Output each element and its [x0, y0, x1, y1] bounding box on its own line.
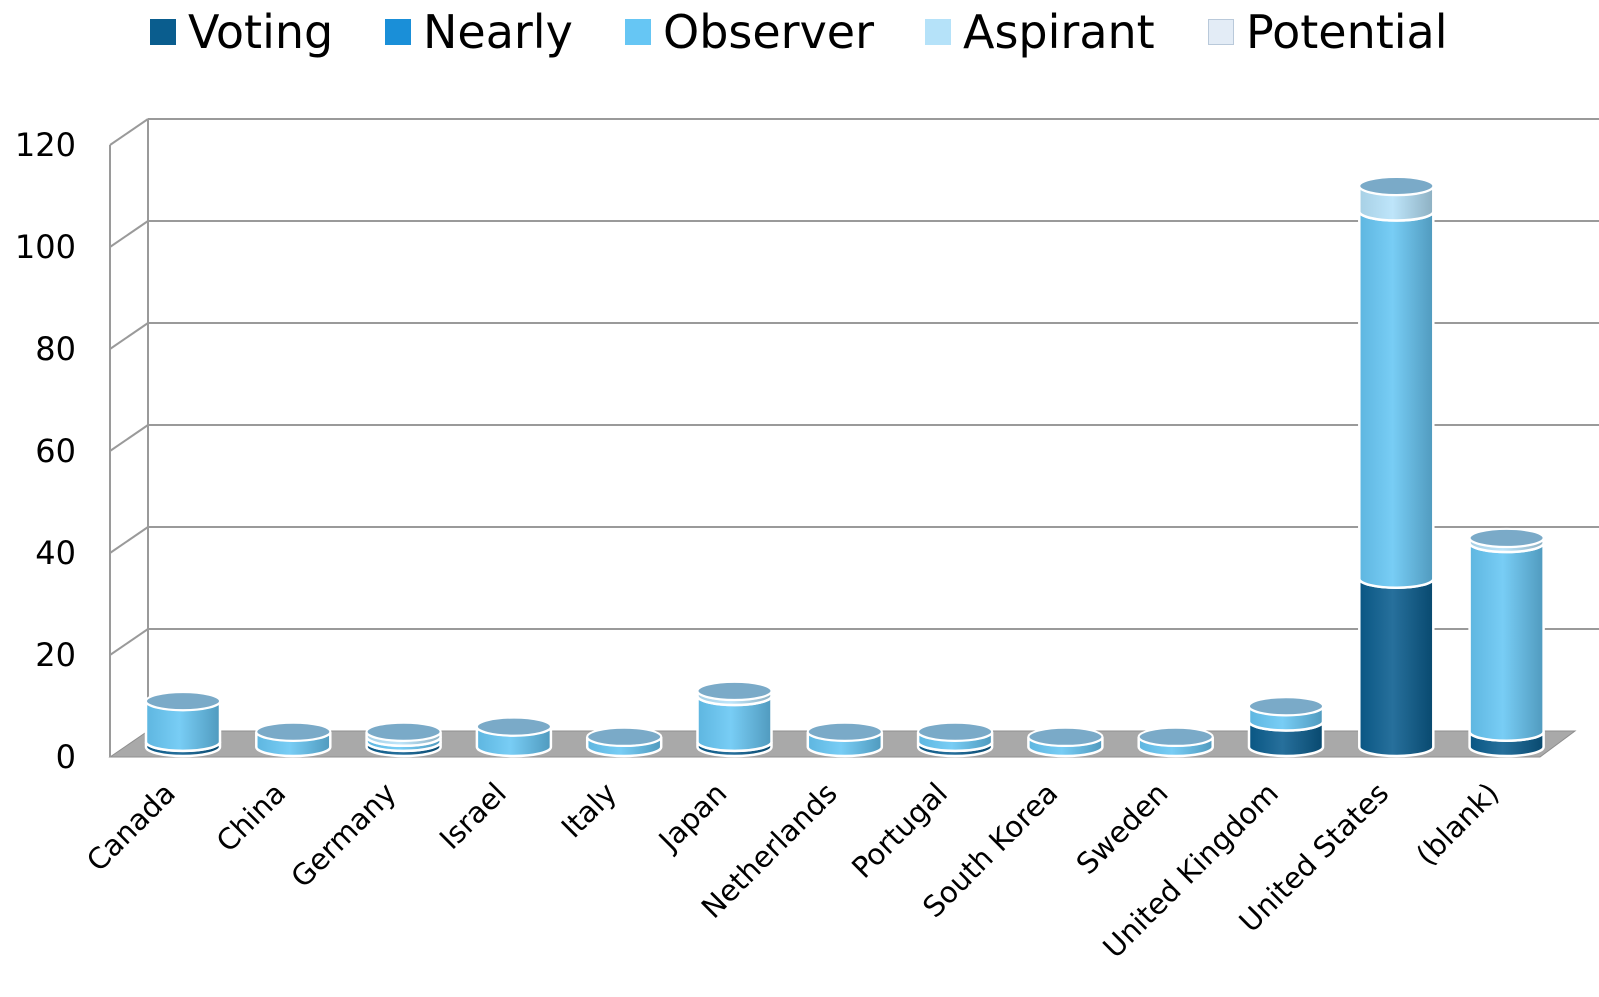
bar-top-cap [586, 726, 663, 747]
x-tick-label: Sweden [1070, 776, 1175, 881]
x-tick-label: (blank) [1409, 776, 1505, 872]
bar-top-cap [917, 721, 994, 742]
gridline-depth [109, 628, 149, 656]
bar-top-cap [1468, 527, 1545, 548]
legend-item: Potential [1208, 2, 1448, 62]
x-tick-label: Japan [651, 776, 734, 859]
legend-item: Aspirant [925, 2, 1155, 62]
bar-segment [1468, 542, 1545, 742]
gridline-depth [109, 526, 149, 554]
y-tick-label: 40 [35, 534, 76, 572]
bar-top-cap [1248, 696, 1324, 717]
x-tick-label: Germany [284, 776, 402, 894]
y-tick-label: 20 [35, 636, 76, 674]
bar-top-cap [255, 721, 332, 742]
legend-item: Nearly [385, 2, 573, 62]
legend-label: Nearly [423, 5, 573, 59]
y-tick-label: 120 [15, 126, 76, 164]
legend-label: Aspirant [963, 5, 1155, 59]
gridline-depth [109, 424, 149, 452]
gridline-depth [109, 220, 149, 248]
legend-swatch [385, 19, 411, 45]
gridline-depth [109, 118, 149, 146]
bar-segment [1358, 211, 1435, 589]
legend-label: Observer [663, 5, 875, 59]
x-tick-label: Israel [433, 776, 513, 856]
bar-top-cap [1027, 726, 1104, 747]
gridline-depth [109, 322, 149, 350]
legend: Voting Nearly Observer Aspirant Potential [0, 2, 1599, 62]
bar-segment [1358, 578, 1435, 758]
bar-top-cap [696, 680, 773, 701]
legend-label: Voting [188, 5, 334, 59]
x-tick-label: Italy [555, 776, 624, 845]
bar-top-cap [145, 691, 221, 712]
x-tick-label: Portugal [845, 776, 954, 885]
bar-top-cap [365, 721, 442, 742]
bar-top-cap [806, 721, 883, 742]
x-tick-label: Canada [80, 776, 182, 878]
legend-swatch [925, 19, 951, 45]
legend-item: Voting [150, 2, 333, 62]
bar-top-cap [1137, 726, 1214, 747]
legend-swatch [625, 19, 651, 45]
y-tick-label: 100 [15, 228, 76, 266]
y-tick-label: 60 [35, 432, 76, 470]
legend-swatch [1208, 19, 1234, 45]
bar-top-cap [1358, 176, 1435, 196]
bar-top-cap [475, 716, 552, 737]
y-tick-label: 80 [35, 330, 76, 368]
legend-item: Observer [625, 2, 874, 62]
legend-swatch [150, 19, 176, 45]
y-tick-label: 0 [56, 738, 76, 776]
x-tick-label: China [210, 776, 293, 859]
legend-label: Potential [1246, 5, 1448, 59]
